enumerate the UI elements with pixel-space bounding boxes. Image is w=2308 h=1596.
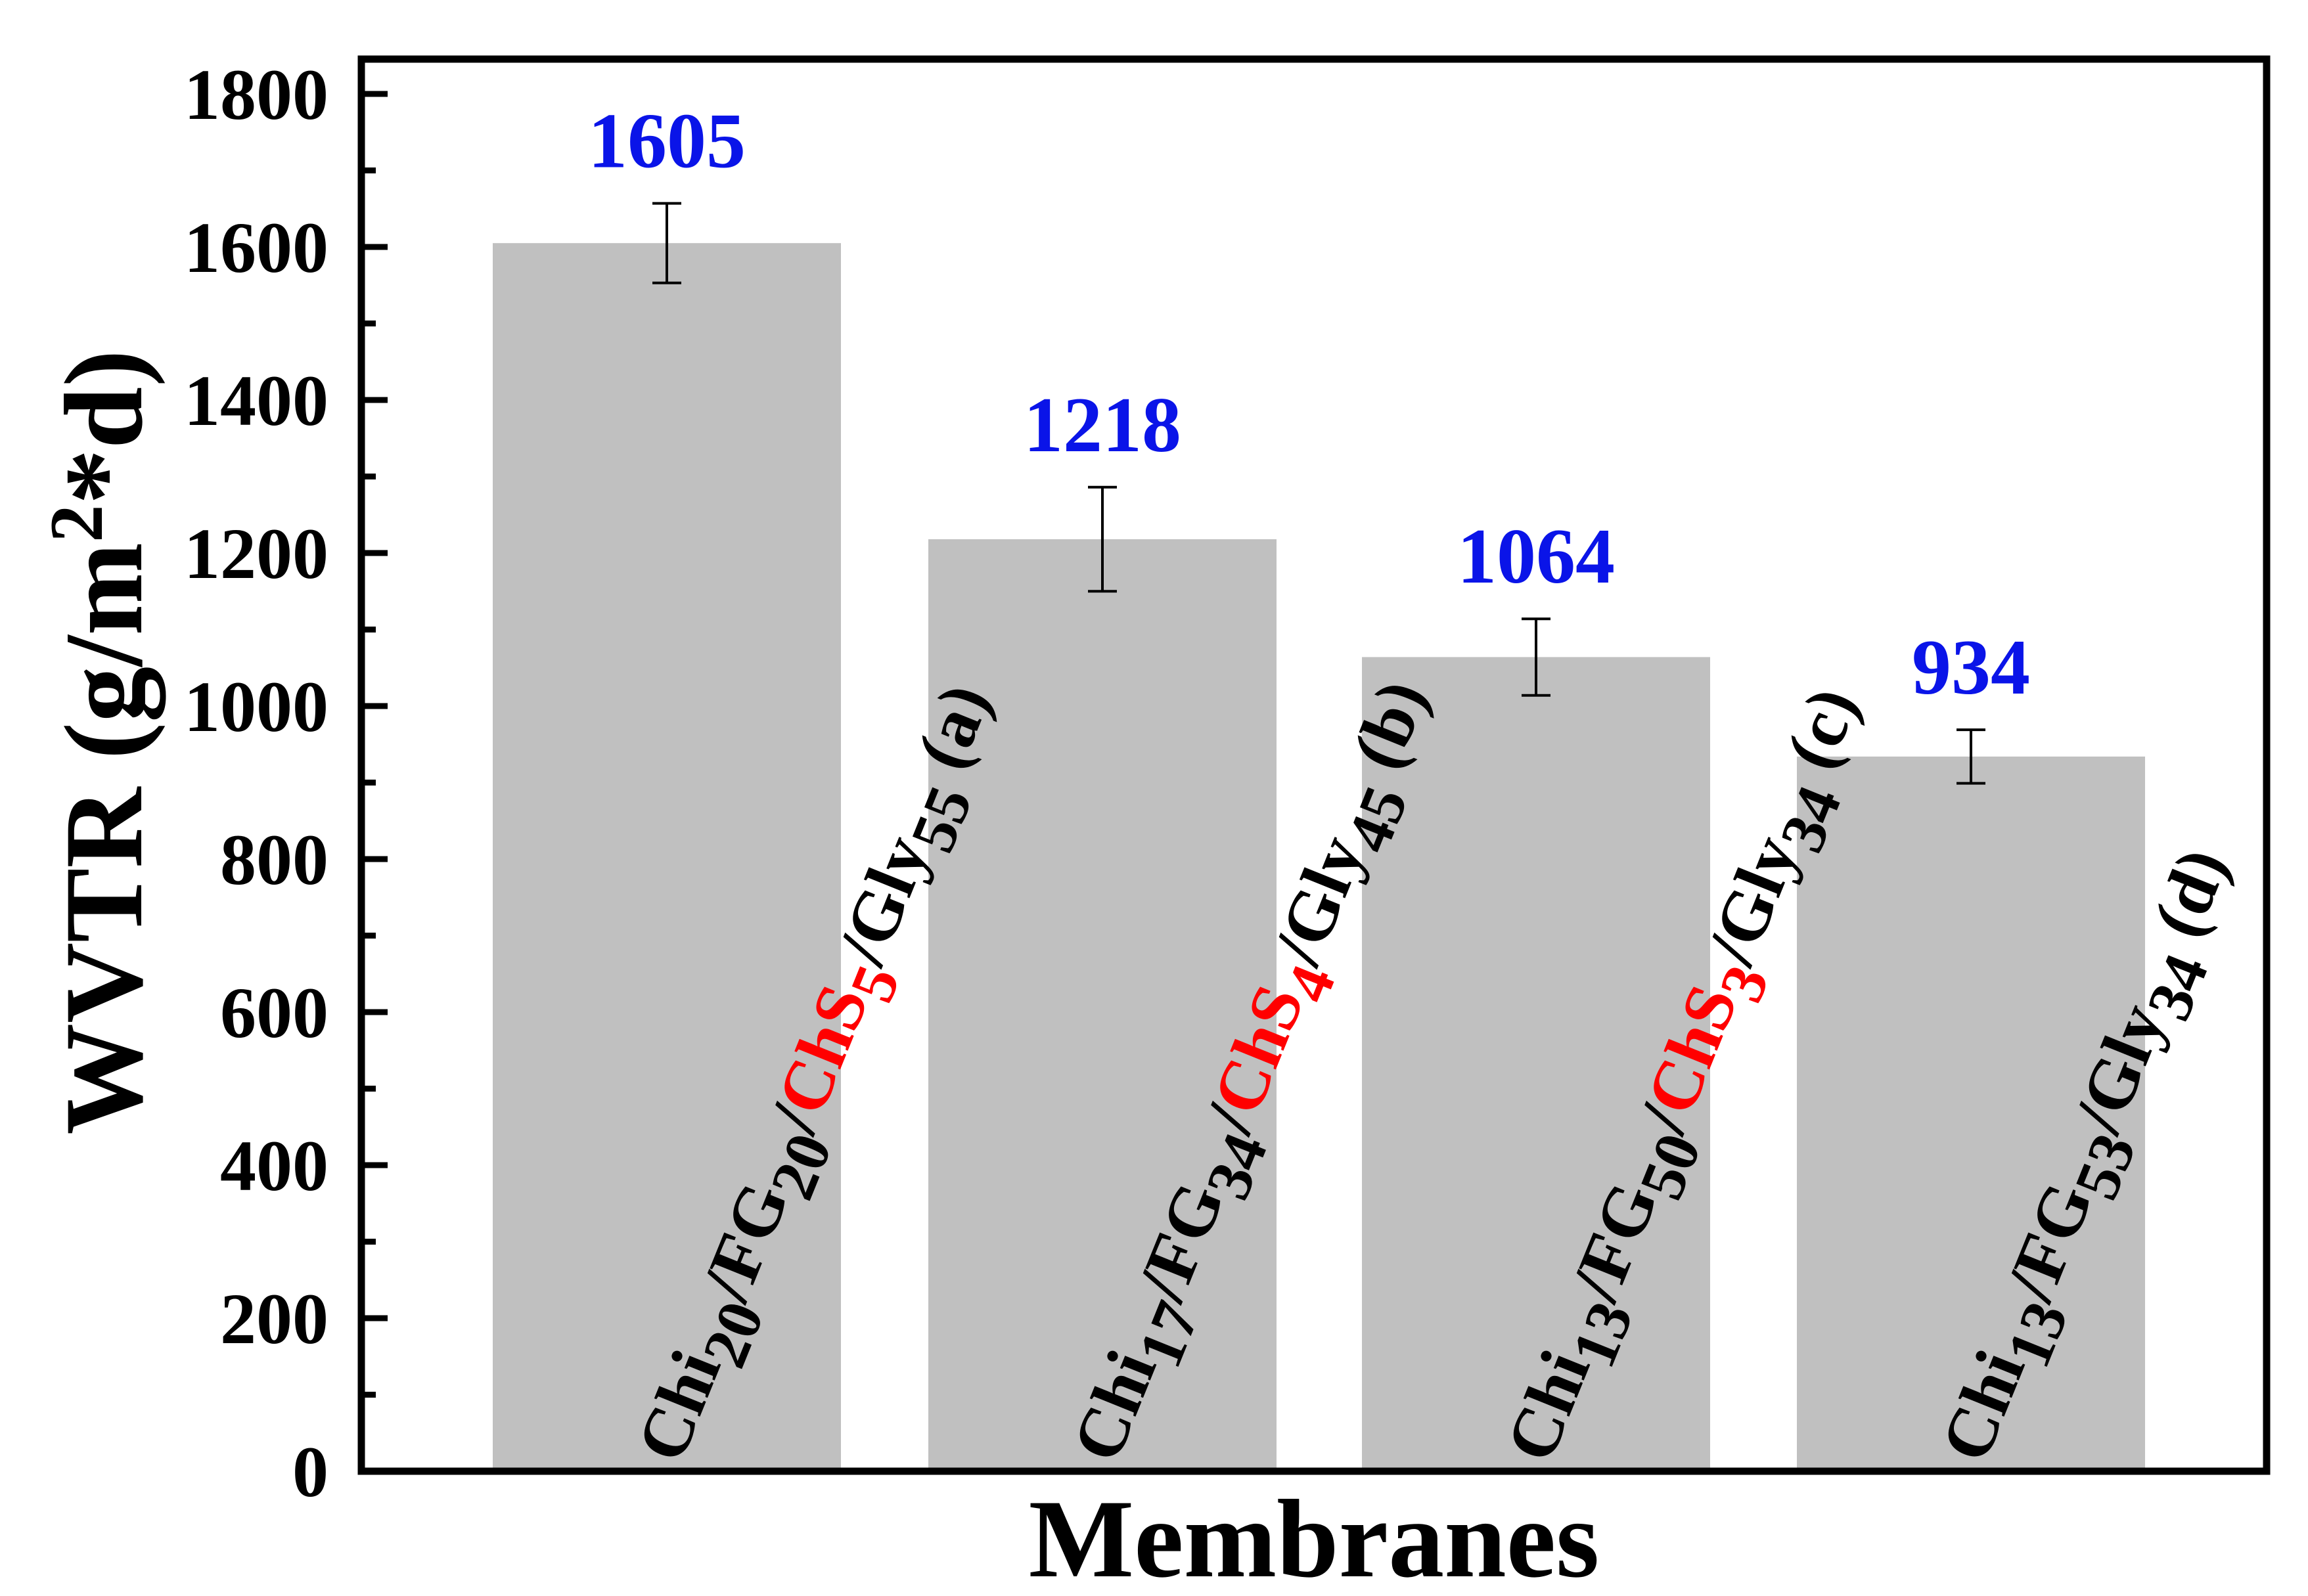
value-label: 1218	[1024, 381, 1181, 468]
y-axis: 0 200 400 600 800 1000 1200 1400 1600 1800	[184, 55, 388, 1512]
y-tick-label: 200	[220, 1279, 328, 1359]
y-tick-label: 1200	[184, 514, 328, 594]
value-labels-group: 1605 1218 1064 934	[588, 97, 2030, 711]
y-axis-title: WVTR (g/m2*d)	[35, 349, 166, 1135]
y-tick-label: 800	[220, 820, 328, 900]
y-tick-label: 1600	[184, 208, 328, 288]
error-bar	[1522, 617, 1550, 697]
error-bar	[652, 202, 681, 284]
bar	[928, 539, 1277, 1471]
y-tick-label: 1400	[184, 361, 328, 441]
value-label: 934	[1912, 623, 2030, 711]
error-bar	[1088, 485, 1117, 593]
error-bar	[1957, 728, 1985, 785]
y-tick-label: 0	[292, 1432, 328, 1512]
y-tick-label: 600	[220, 973, 328, 1053]
y-tick-label: 1000	[184, 667, 328, 747]
error-bars-group	[652, 202, 1985, 785]
bar	[1797, 756, 2145, 1471]
bar	[1362, 657, 1710, 1472]
value-label: 1064	[1457, 512, 1615, 600]
x-axis-title: Membranes	[1029, 1477, 1600, 1596]
bars-group	[493, 243, 2145, 1472]
bar	[493, 243, 841, 1471]
plot-frame	[357, 55, 2271, 1475]
value-label: 1605	[588, 97, 746, 185]
y-tick-label: 1800	[184, 55, 328, 135]
y-tick-label: 400	[220, 1126, 328, 1206]
